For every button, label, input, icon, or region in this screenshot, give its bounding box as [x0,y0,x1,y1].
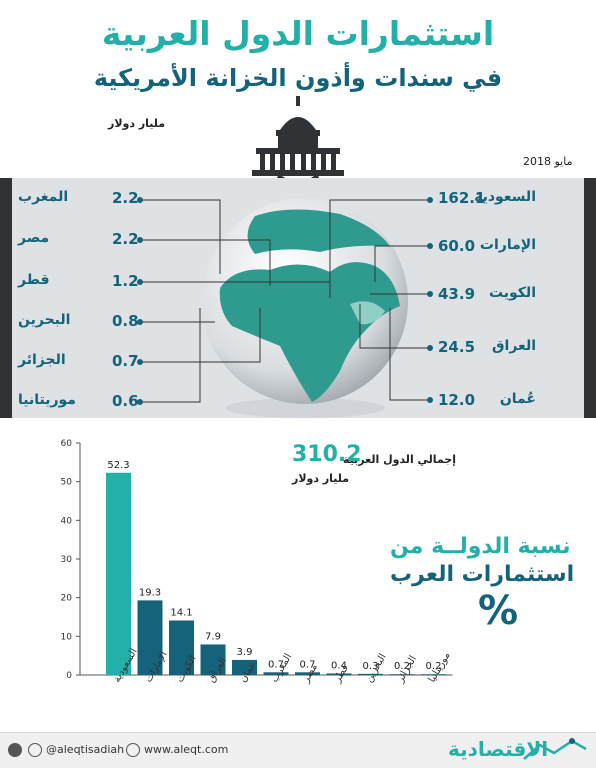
country-name-algeria: الجزائر [18,352,66,368]
bar-value-label: 0.4 [331,660,347,671]
country-value-mauritania: 0.6 [112,392,139,410]
website-link[interactable]: www.aleqt.com [144,743,229,756]
page-title: استثمارات الدول العربية [101,14,495,53]
country-name-oman: عُمان [499,391,536,407]
country-name-egypt: مصر [18,230,50,246]
bar-value-label: 0.7 [300,659,316,670]
band-edge-left [0,178,12,418]
country-value-saudi: 162.1 [438,189,486,207]
y-tick-label: 50 [61,478,73,488]
country-name-saudi: السعودية [474,189,536,205]
date-label: مايو 2018 [523,155,573,168]
country-name-uae: الإمارات [479,237,536,253]
bar [232,659,257,675]
country-value-uae: 60.0 [438,237,476,255]
bar-value-label: 3.9 [237,647,253,658]
bar-value-label: 0.3 [363,661,379,672]
at-icon [28,743,42,757]
page-subtitle: في سندات وأذون الخزانة الأمريكية [93,64,503,92]
unit-label: مليار دولار [108,117,166,130]
bar-value-label: 52.3 [107,460,129,471]
country-value-qatar: 1.2 [112,272,139,290]
country-name-qatar: قطر [18,272,50,288]
country-value-bahrain: 0.8 [112,312,139,330]
percent-sign: % [478,588,519,634]
bar-value-label: 14.1 [170,607,192,618]
country-name-morocco: المغرب [18,189,69,205]
bar [263,672,289,675]
bar-value-label: 0.2 [394,661,410,672]
y-tick-label: 60 [61,439,73,449]
bar [295,672,320,675]
twitter-icon[interactable] [8,743,22,757]
country-value-iraq: 24.5 [438,338,476,356]
brand-logo: الاقتصادية [448,737,549,761]
bar-value-label: 7.9 [205,631,221,642]
capitol-icon [252,96,344,188]
country-name-kuwait: الكويت [488,285,536,301]
twitter-handle[interactable]: @aleqtisadiah [46,743,125,756]
country-value-algeria: 0.7 [112,352,139,370]
leader-lines [137,197,433,405]
y-tick-label: 40 [61,516,73,526]
bar-value-label: 0.7 [268,659,284,670]
band-edge-right [584,178,596,418]
y-tick-label: 10 [61,632,73,642]
bar [358,673,383,675]
country-name-mauritania: موريتانيا [18,392,76,408]
globe-graphic [202,198,408,418]
y-tick-label: 30 [61,555,73,565]
bar [326,673,352,675]
total-value: 310.2 [292,442,362,467]
bar [169,620,194,675]
bar [106,472,131,675]
bar [421,674,446,675]
country-value-morocco: 2.2 [112,189,139,207]
bar [137,600,163,675]
bar [200,644,226,675]
logo-chart-icon [523,738,587,760]
country-name-bahrain: البحرين [18,312,71,328]
bar [389,674,415,675]
country-value-kuwait: 43.9 [438,285,476,303]
y-tick-label: 20 [61,594,73,604]
total-unit: مليار دولار [292,472,350,485]
bar-value-label: 0.2 [426,661,442,672]
bar-chart: 010203040506052.3السعودية19.3الإمارات14.… [61,439,453,685]
country-name-iraq: العراق [492,338,536,354]
y-tick-label: 0 [66,671,72,681]
share-title-line1: نسبة الدولــة من [390,534,571,559]
share-title-line2: استثمارات العرب [390,562,575,587]
country-value-egypt: 2.2 [112,230,139,248]
footer: @aleqtisadiah www.aleqt.com الاقتصادية [0,732,596,768]
total-label: إجمالي الدول العربية [343,453,457,466]
country-value-oman: 12.0 [438,391,476,409]
globe-icon [126,743,140,757]
bar-value-label: 19.3 [139,587,161,598]
